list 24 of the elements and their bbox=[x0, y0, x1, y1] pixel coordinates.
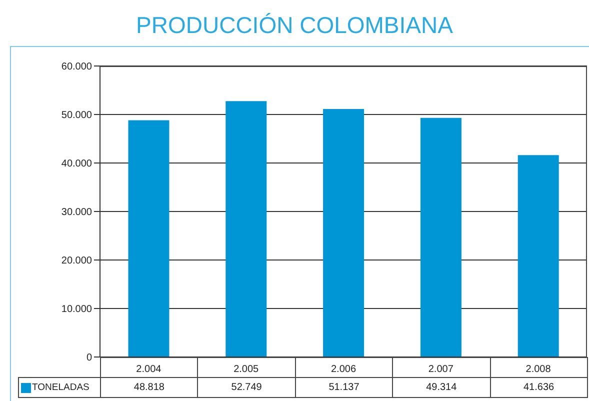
data-label: 41.636 bbox=[490, 377, 588, 398]
bar bbox=[128, 120, 170, 357]
data-label: 51.137 bbox=[294, 377, 394, 398]
data-label: 52.749 bbox=[197, 377, 296, 398]
y-tick-label: 30.000 bbox=[61, 207, 92, 218]
x-tick-label: 2.007 bbox=[428, 364, 454, 376]
y-tick-label: 10.000 bbox=[61, 304, 92, 316]
chart-title: PRODUCCIÓN COLOMBIANA bbox=[135, 12, 454, 39]
bar bbox=[420, 118, 462, 357]
x-tick-label: 2.004 bbox=[136, 364, 162, 376]
data-label: 49.314 bbox=[392, 377, 491, 398]
legend-label: TONELADAS bbox=[32, 382, 90, 393]
y-tick-label: 20.000 bbox=[61, 256, 92, 267]
bar bbox=[518, 155, 559, 357]
y-tick-label: 50.000 bbox=[61, 110, 92, 122]
y-tick-label: 60.000 bbox=[61, 62, 92, 73]
bar bbox=[226, 101, 267, 357]
bar bbox=[323, 108, 364, 357]
y-tick-label: 40.000 bbox=[61, 158, 92, 170]
data-label: 48.818 bbox=[100, 377, 198, 398]
x-tick-label: 2.006 bbox=[330, 364, 356, 376]
x-tick-label: 2.008 bbox=[526, 364, 552, 376]
x-tick-label: 2.005 bbox=[234, 364, 260, 376]
y-tick-label: 0 bbox=[86, 352, 92, 364]
